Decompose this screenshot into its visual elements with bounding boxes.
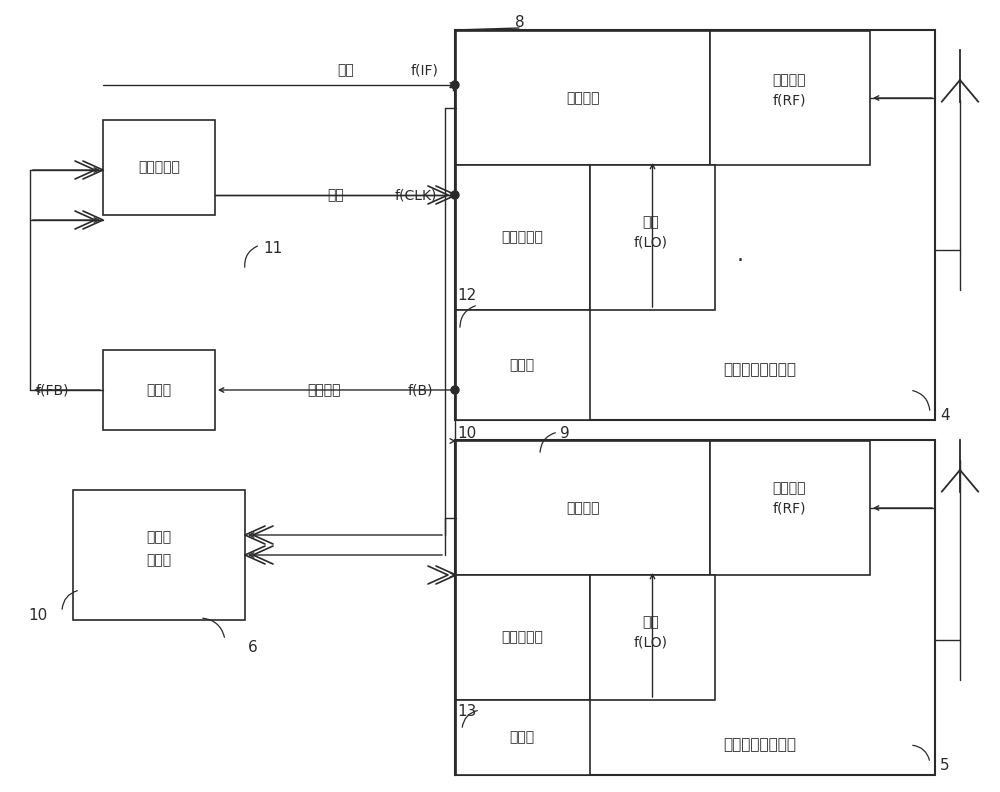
Circle shape	[451, 386, 459, 394]
Text: 中频: 中频	[338, 63, 354, 77]
Text: 计算器: 计算器	[146, 553, 172, 567]
Text: f(LO): f(LO)	[634, 235, 668, 249]
Bar	[455, 30, 935, 420]
Bar	[456, 700, 590, 775]
Text: 本振: 本振	[643, 615, 659, 629]
Text: f(IF): f(IF)	[411, 63, 439, 77]
Text: f(FB): f(FB)	[35, 383, 69, 397]
Text: 相位差: 相位差	[146, 530, 172, 544]
Text: 9: 9	[560, 425, 570, 440]
Text: 12: 12	[457, 287, 477, 303]
Bar	[456, 165, 590, 310]
Text: 射频信号: 射频信号	[772, 73, 806, 87]
Text: 6: 6	[248, 641, 258, 656]
Text: 分频器: 分频器	[509, 358, 535, 372]
Text: 时钟: 时钟	[328, 188, 344, 202]
Text: 本振: 本振	[643, 215, 659, 229]
Bar	[103, 120, 215, 215]
Bar	[710, 441, 870, 575]
Text: 4: 4	[940, 408, 950, 422]
Text: f(RF): f(RF)	[772, 93, 806, 107]
Text: 第二无线接收电路: 第二无线接收电路	[724, 737, 796, 752]
Bar	[456, 575, 590, 700]
Text: 第三锁相环: 第三锁相环	[501, 630, 543, 644]
Bar	[73, 490, 245, 620]
Text: 基带时钟: 基带时钟	[307, 383, 341, 397]
Text: 分频器: 分频器	[509, 730, 535, 744]
Text: 13: 13	[457, 705, 477, 719]
Text: 下变频器: 下变频器	[566, 501, 600, 515]
Bar	[103, 350, 215, 430]
Text: f(RF): f(RF)	[772, 501, 806, 515]
Text: 10: 10	[457, 425, 477, 440]
Text: 11: 11	[263, 241, 283, 256]
Circle shape	[451, 191, 459, 199]
Text: f(B): f(B)	[407, 383, 433, 397]
Text: f(LO): f(LO)	[634, 635, 668, 649]
Text: 8: 8	[515, 14, 525, 29]
Bar	[456, 441, 710, 575]
Circle shape	[451, 81, 459, 89]
Bar	[590, 165, 715, 310]
Bar	[456, 310, 590, 420]
Bar	[456, 31, 710, 165]
Bar	[455, 440, 935, 775]
Bar	[710, 31, 870, 165]
Text: 射频信号: 射频信号	[772, 481, 806, 495]
Text: 5: 5	[940, 757, 950, 772]
Text: 第二锁相环: 第二锁相环	[501, 230, 543, 244]
Text: 下变频器: 下变频器	[566, 91, 600, 105]
Text: 分频器: 分频器	[146, 383, 172, 397]
Text: f(CLK): f(CLK)	[395, 188, 437, 202]
Text: 第一无线接收电路: 第一无线接收电路	[724, 363, 796, 378]
Text: 10: 10	[28, 607, 48, 623]
Text: .: .	[736, 245, 744, 265]
Bar	[590, 575, 715, 700]
Text: 第一锁相环: 第一锁相环	[138, 160, 180, 174]
